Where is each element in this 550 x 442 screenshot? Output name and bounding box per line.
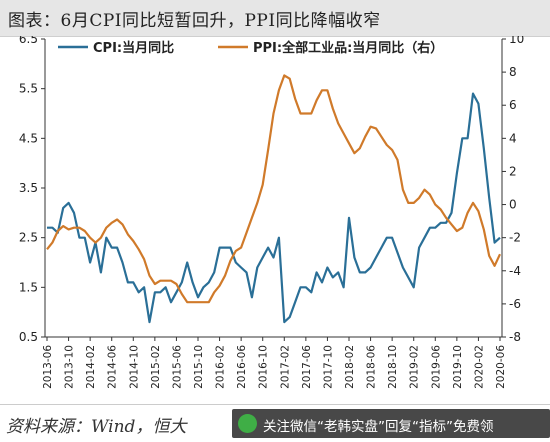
x-tick-label: 2015-10: [193, 345, 205, 389]
y-right-tick-label: -6: [509, 297, 521, 311]
x-tick-label: 2018-02: [344, 345, 356, 389]
x-tick-label: 2020-02: [473, 345, 485, 389]
title-bar: 图表：6月CPI同比短暂回升，PPI同比降幅收窄: [0, 0, 550, 37]
x-tick-label: 2016-06: [236, 345, 248, 389]
footer: 资料来源：Wind，恒大 关注微信“老韩实盘”回复“指标”免费领: [0, 404, 550, 442]
y-right-tick-label: 2: [509, 164, 517, 178]
y-right-tick-label: -8: [509, 330, 521, 344]
x-tick-label: 2015-02: [150, 345, 162, 389]
y-right-tick-label: 6: [509, 98, 517, 112]
watermark-text: 关注微信“老韩实盘”回复“指标”免费领: [263, 419, 494, 435]
x-tick-label: 2017-10: [322, 345, 334, 389]
x-tick-label: 2014-10: [128, 345, 140, 389]
y-left-tick-label: 1.5: [19, 280, 38, 294]
y-left-tick-label: 4.5: [19, 131, 38, 145]
y-left-tick-label: 2.5: [19, 231, 38, 245]
x-tick-label: 2015-06: [171, 345, 183, 389]
x-tick-label: 2016-10: [258, 345, 270, 389]
cpi-series-line: [47, 92, 501, 324]
dual-axis-line-chart: 0.5 1.5 2.5 3.5 4.5 5.5 6.5 -8 -6 -4 -2 0 2 4 6 8 10 2013…: [19, 36, 524, 389]
y-right-tick-label: -4: [509, 264, 521, 278]
legend-cpi-label: CPI:当月同比: [93, 40, 174, 56]
chart-title: 图表：6月CPI同比短暂回升，PPI同比降幅收窄: [8, 11, 381, 31]
y-left-tick-label: 3.5: [19, 181, 38, 195]
x-tick-label: 2013-06: [42, 345, 54, 389]
watermark-banner: 关注微信“老韩实盘”回复“指标”免费领: [232, 409, 550, 438]
y-right-tick-label: 4: [509, 131, 517, 145]
x-tick-label: 2018-10: [387, 345, 399, 389]
y-left-tick-label: 5.5: [19, 82, 38, 96]
y-right-tick-label: -2: [509, 231, 521, 245]
x-tick-label: 2017-06: [301, 345, 313, 389]
x-tick-label: 2013-10: [64, 345, 76, 389]
source-note: 资料来源：Wind，恒大: [6, 417, 187, 437]
x-tick-label: 2017-02: [279, 345, 291, 389]
x-tick-label: 2020-06: [495, 345, 507, 389]
x-tick-label: 2014-02: [85, 345, 97, 389]
x-tick-label: 2014-06: [107, 345, 119, 389]
y-right-tick-label: 10: [509, 36, 524, 46]
x-tick-label: 2016-02: [215, 345, 227, 389]
x-tick-label: 2019-02: [409, 345, 421, 389]
y-left-tick-label: 0.5: [19, 330, 38, 344]
y-right-tick-label: 0: [509, 198, 517, 212]
y-left-tick-label: 6.5: [19, 36, 38, 46]
x-tick-label: 2019-10: [452, 345, 464, 389]
x-tick-label: 2019-06: [430, 345, 442, 389]
ppi-series-line: [46, 74, 501, 304]
x-tick-label: 2018-06: [366, 345, 378, 389]
legend-ppi-label: PPI:全部工业品:当月同比（右）: [253, 40, 443, 56]
wechat-icon: [238, 414, 257, 433]
y-right-tick-label: 8: [509, 65, 517, 79]
